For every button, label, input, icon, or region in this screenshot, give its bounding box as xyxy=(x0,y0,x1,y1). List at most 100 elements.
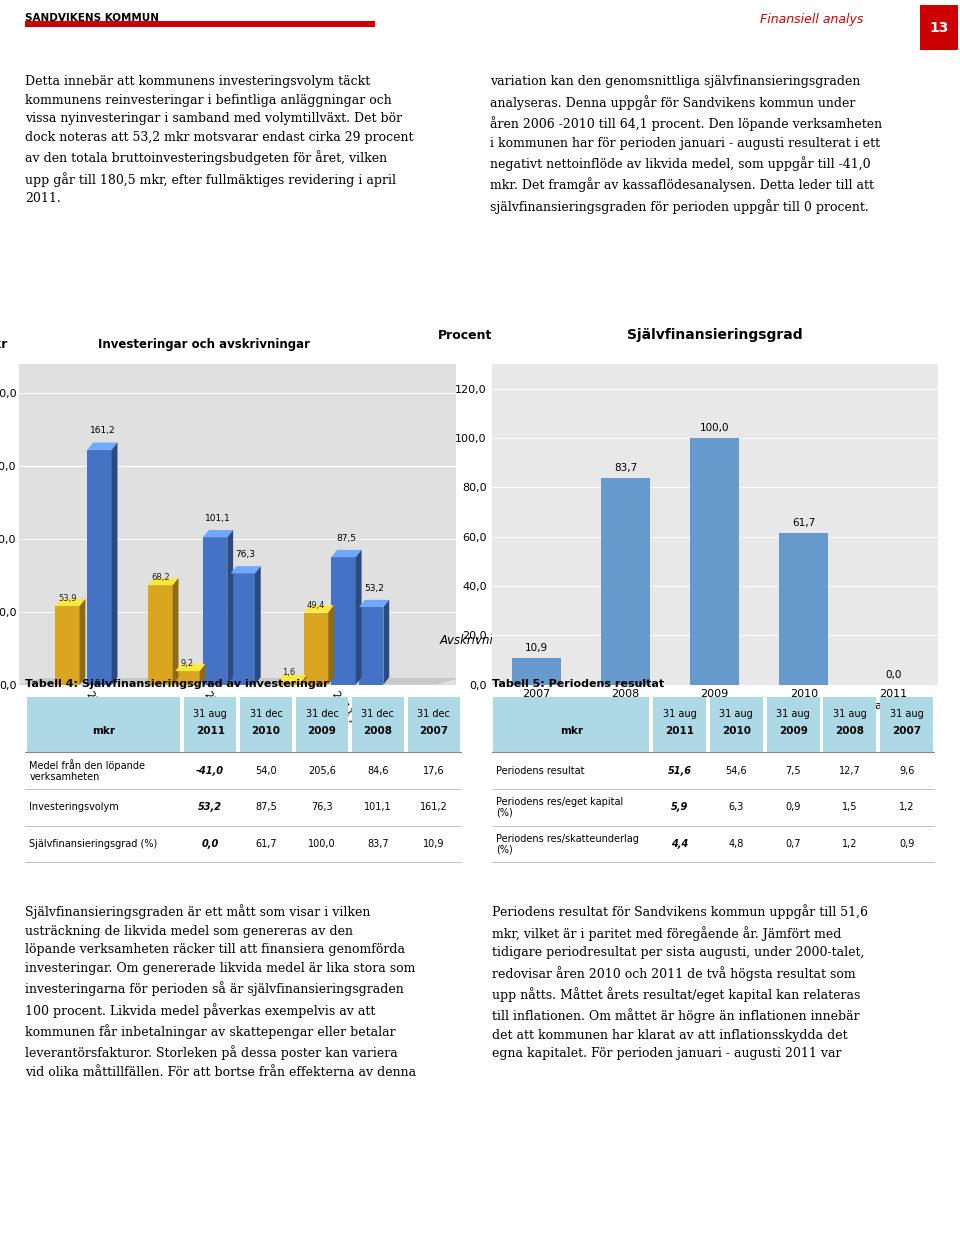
Bar xyxy=(601,479,650,685)
Text: 31 aug: 31 aug xyxy=(777,710,810,720)
Text: 31 aug: 31 aug xyxy=(890,710,924,720)
Text: 0,0: 0,0 xyxy=(885,669,901,679)
Bar xyxy=(25,825,462,863)
Text: 2009: 2009 xyxy=(779,726,807,736)
Polygon shape xyxy=(255,566,261,685)
Polygon shape xyxy=(328,605,334,685)
Text: 101,1: 101,1 xyxy=(364,803,392,813)
Text: mkr: mkr xyxy=(560,726,583,736)
Text: 31 aug: 31 aug xyxy=(719,710,754,720)
Text: Självfinansieringsgraden är ett mått som visar i vilken
usträckning de likvida m: Självfinansieringsgraden är ett mått som… xyxy=(25,904,416,1079)
Text: 87,5: 87,5 xyxy=(336,534,356,543)
Text: 84,6: 84,6 xyxy=(367,766,389,775)
Bar xyxy=(240,697,292,752)
Text: 0,9: 0,9 xyxy=(785,803,801,813)
Text: 2009: 2009 xyxy=(307,726,336,736)
Polygon shape xyxy=(176,664,205,671)
Text: 205,6: 205,6 xyxy=(308,766,336,775)
Bar xyxy=(276,682,301,685)
Text: -41,0: -41,0 xyxy=(196,766,225,775)
Bar xyxy=(492,825,935,863)
Text: 54,6: 54,6 xyxy=(726,766,747,775)
Text: 68,2: 68,2 xyxy=(152,573,170,583)
Bar xyxy=(230,574,255,685)
Polygon shape xyxy=(276,674,307,682)
Text: 2008: 2008 xyxy=(835,726,864,736)
Bar xyxy=(296,697,348,752)
Text: 31 dec: 31 dec xyxy=(362,710,395,720)
Text: 10,9: 10,9 xyxy=(525,643,548,653)
Text: Periodens res/eget kapital
(%): Periodens res/eget kapital (%) xyxy=(496,796,623,818)
Text: 2010: 2010 xyxy=(252,726,280,736)
Text: 2007: 2007 xyxy=(892,726,922,736)
Bar xyxy=(27,697,180,752)
Bar xyxy=(653,697,707,752)
Text: Investeringar och avskrivningar: Investeringar och avskrivningar xyxy=(98,338,310,352)
Text: Medel från den löpande
verksamheten: Medel från den löpande verksamheten xyxy=(30,759,145,782)
Polygon shape xyxy=(148,578,179,585)
Polygon shape xyxy=(19,678,460,685)
Bar xyxy=(25,21,375,28)
Polygon shape xyxy=(301,674,307,685)
Bar xyxy=(303,613,328,685)
Text: 76,3: 76,3 xyxy=(311,803,333,813)
Bar xyxy=(25,789,462,825)
Text: 4,4: 4,4 xyxy=(671,839,688,849)
Text: Tabell 4: Självfinansieringsgrad av investeringar: Tabell 4: Självfinansieringsgrad av inve… xyxy=(25,679,328,690)
Text: Periodens resultat: Periodens resultat xyxy=(496,766,585,775)
Bar xyxy=(766,697,820,752)
Bar xyxy=(492,752,935,789)
Bar xyxy=(920,5,958,50)
Text: Självfinansieringsgrad: Självfinansieringsgrad xyxy=(627,328,803,342)
Text: 0,9: 0,9 xyxy=(899,839,914,849)
Text: 12,7: 12,7 xyxy=(839,766,861,775)
Bar xyxy=(359,607,383,685)
Text: 9,2: 9,2 xyxy=(180,659,194,668)
Polygon shape xyxy=(303,605,334,613)
Text: 61,7: 61,7 xyxy=(792,517,816,528)
Bar xyxy=(709,697,763,752)
Text: Självfinansieringsgrad (%): Självfinansieringsgrad (%) xyxy=(30,839,157,849)
Text: 31 aug: 31 aug xyxy=(833,710,867,720)
Text: Detta innebär att kommunens investeringsvolym täckt
kommunens reinvesteringar i : Detta innebär att kommunens investerings… xyxy=(25,75,414,205)
Polygon shape xyxy=(55,599,85,607)
Text: 2011: 2011 xyxy=(196,726,225,736)
Bar xyxy=(351,697,404,752)
Text: 76,3: 76,3 xyxy=(235,550,255,559)
Bar xyxy=(25,752,462,789)
Polygon shape xyxy=(359,600,389,607)
Text: 10,9: 10,9 xyxy=(423,839,444,849)
Text: 1,6: 1,6 xyxy=(282,668,296,677)
Text: 1,2: 1,2 xyxy=(899,803,915,813)
Text: 51,6: 51,6 xyxy=(667,766,691,775)
Text: variation kan den genomsnittliga självfinansieringsgraden
analyseras. Denna uppg: variation kan den genomsnittliga självfi… xyxy=(490,75,881,214)
Bar xyxy=(408,697,460,752)
Text: 161,2: 161,2 xyxy=(89,426,115,436)
Polygon shape xyxy=(383,600,389,685)
Bar xyxy=(880,697,933,752)
Bar xyxy=(824,697,876,752)
Text: 5,9: 5,9 xyxy=(671,803,688,813)
Bar xyxy=(87,450,111,685)
Text: Periodens resultat för Sandvikens kommun uppgår till 51,6
mkr, vilket är i parit: Periodens resultat för Sandvikens kommun… xyxy=(492,904,868,1060)
Bar xyxy=(176,671,200,685)
Text: 54,0: 54,0 xyxy=(255,766,276,775)
Text: 4,8: 4,8 xyxy=(729,839,744,849)
Bar xyxy=(690,438,739,685)
Text: 6,3: 6,3 xyxy=(729,803,744,813)
Polygon shape xyxy=(228,530,233,685)
Text: 53,2: 53,2 xyxy=(364,584,384,593)
Text: 100,0: 100,0 xyxy=(700,423,730,433)
Polygon shape xyxy=(87,442,117,450)
Polygon shape xyxy=(356,550,362,685)
Text: 61,7: 61,7 xyxy=(255,839,276,849)
Text: 83,7: 83,7 xyxy=(367,839,389,849)
Text: 100,0: 100,0 xyxy=(308,839,336,849)
Text: 161,2: 161,2 xyxy=(420,803,447,813)
Text: 0,0: 0,0 xyxy=(202,839,219,849)
Text: 2010: 2010 xyxy=(722,726,751,736)
Bar xyxy=(493,697,649,752)
Text: 13: 13 xyxy=(929,21,948,35)
Text: 2011: 2011 xyxy=(665,726,694,736)
Text: 31 aug: 31 aug xyxy=(662,710,696,720)
